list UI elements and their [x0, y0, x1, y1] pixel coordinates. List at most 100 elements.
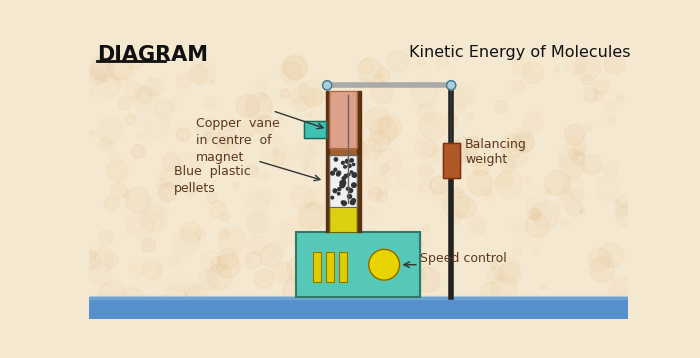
Circle shape	[283, 277, 309, 304]
Circle shape	[83, 248, 96, 262]
Circle shape	[220, 212, 230, 221]
Bar	[339, 252, 347, 282]
Circle shape	[468, 171, 493, 195]
Circle shape	[329, 216, 354, 241]
Circle shape	[342, 180, 346, 185]
Circle shape	[353, 163, 355, 166]
Circle shape	[580, 208, 585, 213]
Circle shape	[218, 248, 238, 268]
Circle shape	[526, 214, 549, 238]
Circle shape	[333, 189, 337, 193]
Circle shape	[351, 276, 358, 283]
Circle shape	[344, 165, 346, 168]
Circle shape	[255, 116, 274, 135]
Circle shape	[502, 142, 528, 168]
Circle shape	[107, 160, 128, 181]
Circle shape	[337, 173, 340, 176]
Circle shape	[571, 189, 584, 202]
Bar	[304, 121, 326, 138]
Text: Balancing
weight: Balancing weight	[465, 137, 527, 165]
Circle shape	[352, 199, 356, 202]
Circle shape	[345, 159, 349, 163]
Circle shape	[334, 168, 337, 171]
Circle shape	[198, 270, 218, 290]
Bar	[330, 92, 357, 149]
Circle shape	[304, 88, 323, 107]
Circle shape	[581, 154, 602, 175]
Circle shape	[608, 117, 615, 124]
Circle shape	[387, 50, 409, 72]
Circle shape	[331, 170, 336, 175]
Circle shape	[273, 148, 279, 154]
Circle shape	[204, 133, 211, 140]
Bar	[295, 232, 420, 297]
Circle shape	[566, 199, 582, 216]
Circle shape	[369, 249, 400, 280]
Circle shape	[321, 247, 338, 264]
Circle shape	[346, 187, 349, 190]
Circle shape	[358, 58, 382, 82]
Bar	[326, 252, 334, 282]
Circle shape	[370, 117, 397, 144]
Circle shape	[342, 161, 344, 164]
Circle shape	[228, 119, 238, 130]
Circle shape	[216, 254, 240, 278]
Circle shape	[83, 252, 101, 270]
Circle shape	[330, 171, 335, 175]
Circle shape	[234, 183, 239, 188]
Circle shape	[220, 229, 230, 238]
Circle shape	[341, 221, 348, 228]
Circle shape	[185, 286, 208, 310]
Circle shape	[540, 285, 546, 290]
Circle shape	[246, 212, 268, 233]
Circle shape	[357, 292, 368, 304]
Bar	[442, 143, 460, 178]
Circle shape	[342, 201, 346, 205]
Circle shape	[91, 58, 115, 82]
Circle shape	[145, 78, 163, 96]
Circle shape	[104, 253, 118, 267]
Circle shape	[452, 188, 463, 198]
Circle shape	[254, 269, 274, 288]
Circle shape	[419, 241, 423, 246]
Bar	[326, 92, 330, 232]
Circle shape	[342, 176, 346, 180]
Circle shape	[132, 145, 145, 159]
Circle shape	[452, 137, 477, 162]
Circle shape	[141, 238, 156, 252]
Circle shape	[246, 93, 272, 120]
Bar	[442, 143, 460, 178]
Circle shape	[181, 222, 202, 243]
Circle shape	[259, 93, 267, 101]
Circle shape	[616, 95, 624, 103]
Circle shape	[443, 154, 456, 168]
Circle shape	[528, 208, 540, 220]
Bar	[339, 252, 347, 282]
Circle shape	[340, 181, 343, 184]
Circle shape	[584, 87, 598, 102]
Circle shape	[419, 272, 426, 279]
Text: Copper  vane
in centre  of
magnet: Copper vane in centre of magnet	[195, 117, 279, 164]
Circle shape	[298, 203, 324, 229]
Text: DIAGRAM: DIAGRAM	[97, 45, 208, 65]
Circle shape	[574, 144, 587, 156]
Bar	[312, 252, 321, 282]
Circle shape	[340, 183, 344, 188]
Circle shape	[349, 189, 353, 193]
Circle shape	[454, 197, 476, 218]
Circle shape	[99, 137, 113, 150]
Bar	[330, 207, 357, 232]
Circle shape	[283, 56, 307, 80]
Circle shape	[430, 176, 448, 194]
Circle shape	[350, 200, 355, 205]
Circle shape	[380, 164, 390, 173]
Circle shape	[160, 168, 181, 188]
Circle shape	[582, 75, 593, 85]
Circle shape	[589, 248, 611, 271]
Circle shape	[287, 256, 314, 283]
Circle shape	[350, 159, 354, 162]
Circle shape	[598, 243, 624, 267]
Circle shape	[337, 171, 341, 175]
Circle shape	[206, 193, 218, 204]
Text: Kinetic Energy of Molecules: Kinetic Energy of Molecules	[409, 45, 630, 60]
